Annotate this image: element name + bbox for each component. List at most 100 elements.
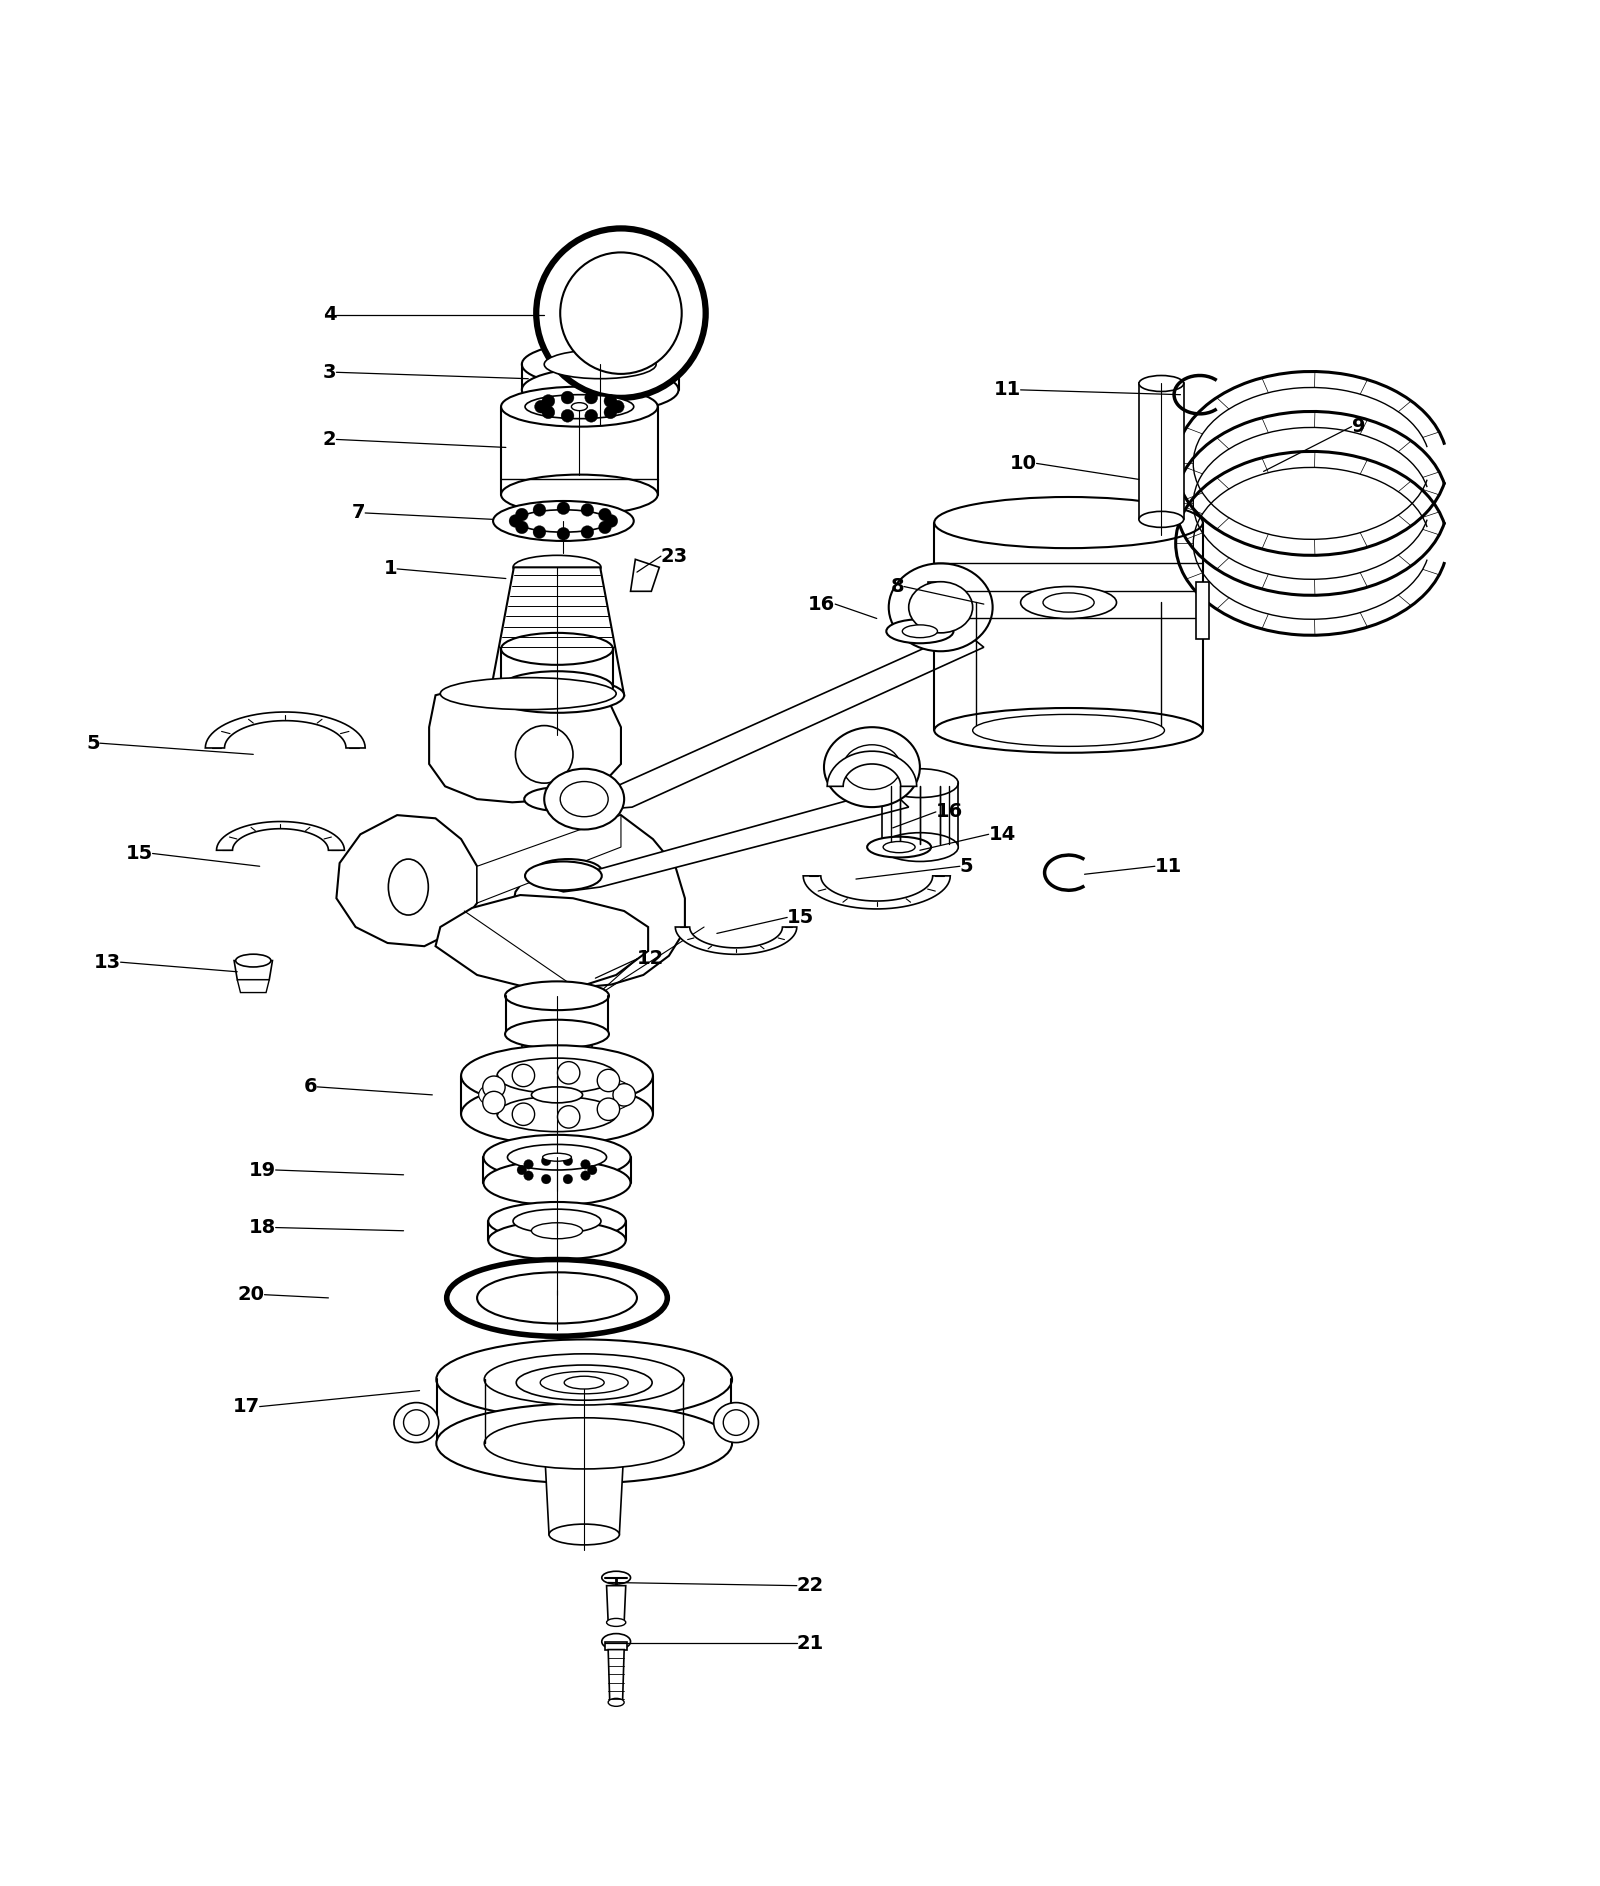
Ellipse shape [522,368,678,413]
Ellipse shape [437,1339,733,1420]
Circle shape [541,1156,550,1166]
Text: 17: 17 [232,1398,259,1416]
Text: 1: 1 [384,560,397,579]
Ellipse shape [446,1260,667,1337]
Ellipse shape [483,1160,630,1205]
Ellipse shape [477,1273,637,1324]
Circle shape [534,400,547,413]
Circle shape [541,1175,550,1184]
Circle shape [605,405,618,419]
Ellipse shape [517,1365,653,1399]
Ellipse shape [485,1354,685,1405]
Text: 8: 8 [890,577,904,596]
Ellipse shape [498,1058,618,1094]
Text: 15: 15 [125,843,152,864]
Polygon shape [675,928,797,954]
Text: 12: 12 [637,949,664,969]
Circle shape [605,515,618,528]
Circle shape [562,390,574,404]
Ellipse shape [493,502,634,541]
Ellipse shape [483,1135,630,1179]
Polygon shape [435,896,648,988]
Ellipse shape [440,677,616,709]
Circle shape [597,1069,619,1092]
Ellipse shape [506,1020,610,1049]
Ellipse shape [602,1633,630,1650]
Ellipse shape [501,671,613,703]
Ellipse shape [602,1571,630,1584]
Text: 14: 14 [989,824,1016,843]
Ellipse shape [886,619,954,643]
Circle shape [586,409,598,422]
Ellipse shape [514,554,602,579]
Circle shape [581,1171,590,1181]
Ellipse shape [507,1145,606,1169]
Polygon shape [490,568,624,696]
Circle shape [557,1105,579,1128]
Polygon shape [234,960,272,979]
Circle shape [560,253,682,373]
Ellipse shape [525,862,602,890]
Circle shape [598,521,611,534]
Ellipse shape [867,837,931,858]
Circle shape [562,409,574,422]
Ellipse shape [1021,587,1117,619]
Circle shape [563,1156,573,1166]
Polygon shape [803,875,950,909]
Ellipse shape [934,707,1203,753]
Polygon shape [429,685,621,802]
Ellipse shape [549,1524,619,1545]
Text: 15: 15 [787,907,814,926]
Polygon shape [1197,581,1210,639]
Circle shape [598,507,611,521]
Ellipse shape [514,1209,602,1233]
Circle shape [523,1171,533,1181]
Polygon shape [928,581,941,639]
Polygon shape [608,1650,624,1703]
Ellipse shape [544,351,656,379]
Circle shape [512,1103,534,1126]
Polygon shape [522,1034,592,1092]
Circle shape [512,1064,534,1086]
Circle shape [557,528,570,539]
Text: 16: 16 [808,594,835,613]
Text: 19: 19 [248,1160,275,1179]
Ellipse shape [542,1152,571,1162]
Ellipse shape [485,1418,685,1469]
Polygon shape [477,815,621,903]
Circle shape [613,1084,635,1105]
Ellipse shape [531,1086,582,1103]
Ellipse shape [478,1071,635,1118]
Ellipse shape [498,1096,618,1132]
Ellipse shape [522,1083,592,1101]
Ellipse shape [394,1403,438,1443]
Circle shape [515,726,573,783]
Circle shape [523,1160,533,1169]
Text: 5: 5 [960,856,973,875]
Text: 6: 6 [304,1077,317,1096]
Ellipse shape [606,1618,626,1626]
Ellipse shape [501,634,613,666]
Ellipse shape [571,404,587,411]
Polygon shape [547,583,984,811]
Circle shape [517,1166,526,1175]
Polygon shape [531,743,909,892]
Ellipse shape [517,509,610,532]
Circle shape [403,1411,429,1435]
Circle shape [723,1411,749,1435]
Polygon shape [205,713,365,749]
Text: 21: 21 [797,1633,824,1652]
Polygon shape [630,560,659,592]
Text: 20: 20 [237,1284,264,1305]
Ellipse shape [534,858,602,883]
Circle shape [581,526,594,538]
Ellipse shape [461,1045,653,1105]
Circle shape [581,1160,590,1169]
Ellipse shape [824,728,920,807]
Ellipse shape [843,745,901,790]
Circle shape [542,394,555,407]
Ellipse shape [565,1377,605,1388]
Polygon shape [509,815,685,988]
Ellipse shape [1139,375,1184,392]
Circle shape [483,1077,506,1098]
